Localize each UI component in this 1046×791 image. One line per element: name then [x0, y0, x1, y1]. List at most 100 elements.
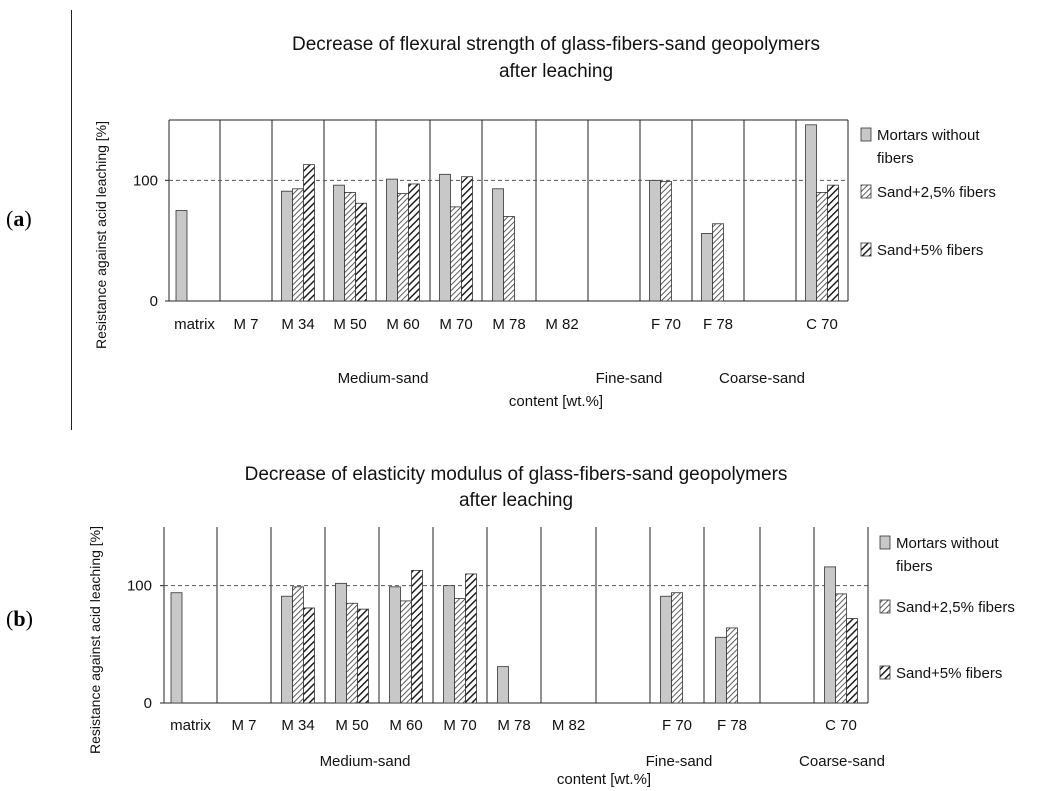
chart-b-bar-solid	[824, 566, 836, 704]
chart-b-category-label: M 70	[443, 717, 476, 734]
chart-b-category-label: C 70	[825, 717, 857, 734]
chart-b-legend-label: Sand+2,5% fibers	[896, 599, 1015, 616]
chart-a-group-label: Coarse-sand	[719, 370, 805, 387]
chart-a-legend-swatch-bold-hatch	[860, 242, 872, 257]
chart-a-bar-fine-hatch	[712, 223, 724, 302]
chart-a-y-tick-label: 100	[133, 172, 158, 189]
chart-a-bar-solid	[439, 173, 451, 302]
chart-a-bar-fine-hatch	[503, 216, 515, 302]
chart-a-category-label: F 70	[651, 316, 681, 333]
chart-a-bar-bold-hatch	[827, 184, 839, 302]
panel-letter-a: a	[13, 206, 25, 231]
chart-a-legend-label: Sand+2,5% fibers	[877, 184, 996, 201]
chart-b-legend-label: Sand+5% fibers	[896, 665, 1002, 682]
chart-b-category-label: F 78	[717, 717, 747, 734]
chart-b-category-label: M 82	[552, 717, 585, 734]
chart-b-legend-label-line2: fibers	[896, 558, 933, 575]
chart-b-bar-solid	[335, 582, 347, 704]
chart-a-category-label: M 60	[386, 316, 419, 333]
chart-a-category-label: M 78	[492, 316, 525, 333]
chart-a-title-line1: Decrease of flexural strength of glass-f…	[292, 34, 820, 55]
chart-a-legend-label: Mortars without	[877, 127, 980, 144]
chart-a-category-label: C 70	[806, 316, 838, 333]
chart-a-bar-fine-hatch	[816, 191, 828, 302]
chart-b-legend-label: Mortars without	[896, 535, 999, 552]
chart-b-bar-solid	[715, 636, 727, 704]
chart-a-bar-solid	[386, 178, 398, 302]
chart-b-y-tick-label: 100	[127, 578, 152, 595]
chart-b-y-axis-label: Resistance against acid leaching [%]	[87, 526, 103, 754]
chart-b-bar-fine-hatch	[292, 586, 304, 704]
chart-b-bar-solid	[389, 586, 401, 704]
chart-a-bar-bold-hatch	[408, 183, 420, 302]
chart-b-bar-solid	[443, 585, 455, 704]
chart-b-category-label: M 7	[231, 717, 256, 734]
chart-b-category-label: matrix	[170, 717, 211, 734]
chart-a-category-label: M 34	[281, 316, 314, 333]
chart-b-category-label: F 70	[662, 717, 692, 734]
chart-a-group-label: Medium-sand	[338, 370, 429, 387]
chart-a-category-label: M 82	[545, 316, 578, 333]
chart-b-bar-fine-hatch	[346, 602, 358, 704]
chart-b-category-label: M 60	[389, 717, 422, 734]
chart-b-category-label: M 34	[281, 717, 314, 734]
chart-a-category-label: M 7	[233, 316, 258, 333]
chart-b-bar-bold-hatch	[303, 607, 315, 704]
chart-b-bar-fine-hatch	[400, 600, 412, 704]
panel-label-a: (a)	[6, 206, 32, 231]
chart-a-bar-solid	[175, 210, 188, 302]
chart-a-bar-bold-hatch	[461, 176, 473, 302]
chart-b-group-label: Medium-sand	[320, 753, 411, 770]
chart-b-group-label: Coarse-sand	[799, 753, 885, 770]
chart-b-legend-swatch-solid	[879, 535, 891, 550]
chart-a-category-label: F 78	[703, 316, 733, 333]
chart-b-bar-bold-hatch	[846, 618, 858, 704]
chart-a-bar-fine-hatch	[292, 188, 304, 302]
chart-b-bar-fine-hatch	[835, 593, 847, 704]
chart-a-bar-solid	[492, 188, 504, 302]
chart-b-bar-bold-hatch	[411, 570, 423, 704]
chart-a-bar-solid	[649, 179, 661, 302]
panel-label-b: (b)	[6, 606, 33, 631]
chart-a-bar-fine-hatch	[397, 193, 409, 302]
chart-a-legend-label: Sand+5% fibers	[877, 242, 983, 259]
panel-letter-b: b	[13, 606, 26, 631]
chart-a-category-label: matrix	[174, 316, 215, 333]
chart-a-bar-bold-hatch	[303, 164, 315, 302]
chart-b-category-label: M 78	[497, 717, 530, 734]
chart-b-bar-fine-hatch	[454, 598, 466, 704]
chart-a-bar-fine-hatch	[660, 181, 672, 302]
chart-a-bar-solid	[281, 190, 293, 302]
chart-a-bar-bold-hatch	[355, 202, 367, 302]
chart-a-category-label: M 50	[333, 316, 366, 333]
chart-a-legend-label-line2: fibers	[877, 150, 914, 167]
chart-a-bar-fine-hatch	[450, 206, 462, 302]
chart-b-bar-solid	[497, 666, 509, 704]
chart-b-bar-bold-hatch	[465, 573, 477, 704]
chart-a-category-label: M 70	[439, 316, 472, 333]
chart-b-bar-solid	[281, 595, 293, 704]
chart-b-group-label: Fine-sand	[646, 753, 713, 770]
chart-b-bar-fine-hatch	[726, 627, 738, 704]
chart-b-bar-bold-hatch	[357, 608, 369, 704]
chart-b-title-line1: Decrease of elasticity modulus of glass-…	[245, 464, 788, 485]
chart-a-y-axis-label: Resistance against acid leaching [%]	[93, 121, 109, 349]
chart-a-y-tick-label: 0	[150, 293, 158, 310]
chart-a-legend-swatch-fine-hatch	[860, 184, 872, 199]
chart-a-bar-solid	[701, 233, 713, 302]
chart-b-category-label: M 50	[335, 717, 368, 734]
chart-a-frame	[71, 10, 1046, 430]
chart-a-group-label: Fine-sand	[596, 370, 663, 387]
chart-a-bar-solid	[333, 184, 345, 302]
chart-b-bar-solid	[660, 595, 672, 704]
chart-b-y-tick-label: 0	[144, 695, 152, 712]
chart-b-x-axis-label: content [wt.%]	[557, 771, 651, 788]
chart-a-bar-fine-hatch	[344, 191, 356, 302]
chart-b-title-line2: after leaching	[459, 490, 573, 511]
chart-a-bar-solid	[805, 124, 817, 302]
chart-b-legend-swatch-bold-hatch	[879, 665, 891, 680]
chart-a-title-line2: after leaching	[499, 61, 613, 82]
chart-a-legend-swatch-solid	[860, 127, 872, 142]
chart-a-x-axis-label: content [wt.%]	[509, 393, 603, 410]
